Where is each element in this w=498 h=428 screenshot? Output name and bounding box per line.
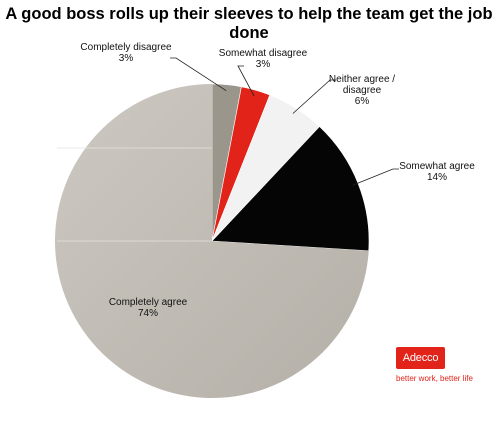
slice-value-somewhat-agree: 14% [427,172,447,183]
brand-logo-box: Adecco [396,347,445,369]
slice-label-somewhat-disagree: Somewhat disagree 3% [219,48,308,70]
chart-title: A good boss rolls up their sleeves to he… [5,5,493,42]
slice-value-neither-agree-disagree: 6% [355,96,370,107]
brand-logo: Adecco better work, better life [396,347,486,383]
slice-label-completely-disagree: Completely disagree 3% [80,42,172,64]
leader-line-completely-disagree [170,57,227,92]
leader-line-somewhat-agree [352,168,399,186]
brand-tagline: better work, better life [396,374,473,383]
slice-label-somewhat-agree: Somewhat agree 14% [399,161,475,183]
slice-value-completely-disagree: 3% [119,53,134,64]
slice-value-somewhat-disagree: 3% [256,59,271,70]
slice-label-completely-agree: Completely agree 74% [109,297,188,319]
leader-line-somewhat-disagree [237,65,255,97]
leader-line-neither-agree-disagree [292,79,336,114]
slice-value-completely-agree: 74% [138,308,158,319]
slice-label-neither-agree-disagree: Neither agree / disagree 6% [329,74,395,107]
